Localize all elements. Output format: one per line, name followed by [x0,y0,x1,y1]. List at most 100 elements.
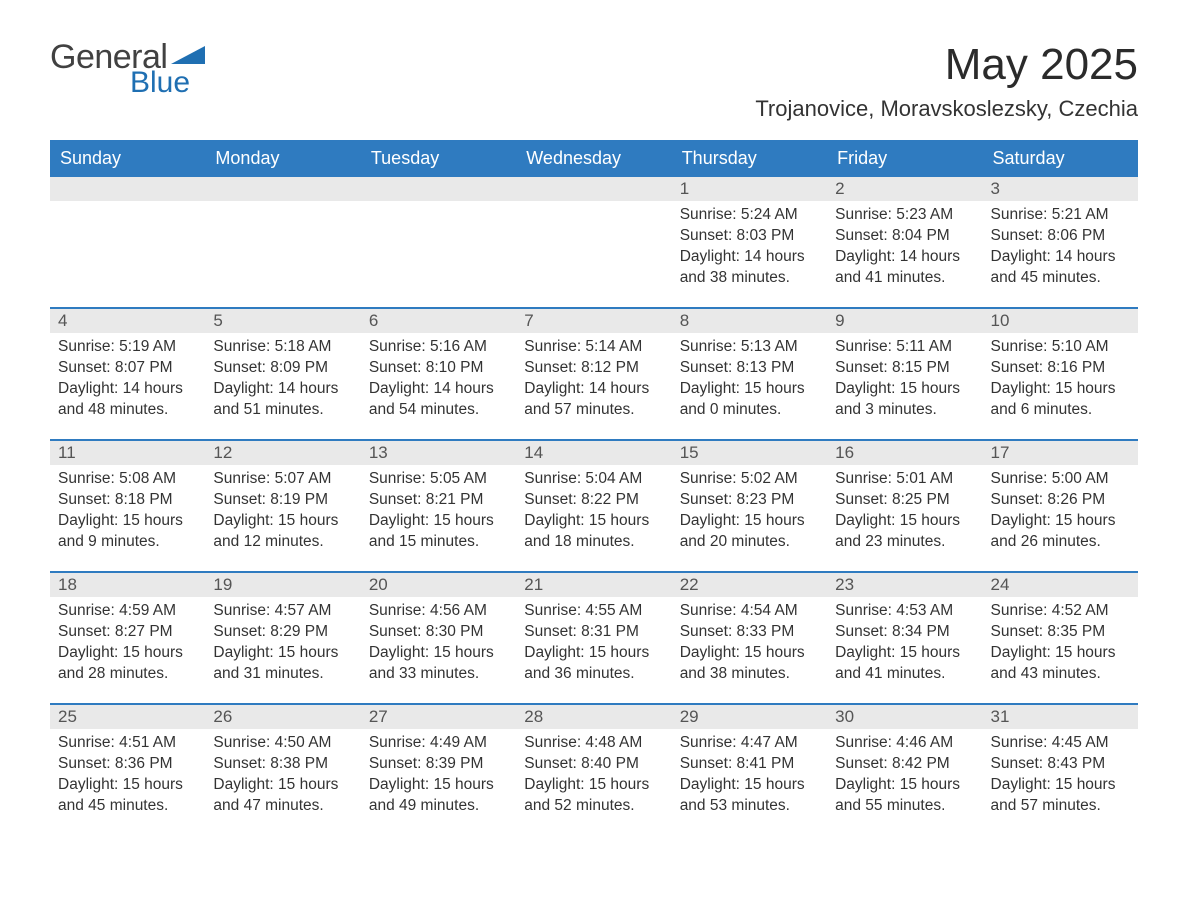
sunrise-text: Sunrise: 5:19 AM [58,337,197,358]
sunset-text: Sunset: 8:36 PM [58,754,197,775]
title-block: May 2025 Trojanovice, Moravskoslezsky, C… [755,40,1138,122]
day-body: Sunrise: 4:45 AMSunset: 8:43 PMDaylight:… [983,729,1138,817]
location-text: Trojanovice, Moravskoslezsky, Czechia [755,96,1138,122]
daylight-text: Daylight: 15 hours and 38 minutes. [680,643,819,685]
sunset-text: Sunset: 8:33 PM [680,622,819,643]
day-body: Sunrise: 5:07 AMSunset: 8:19 PMDaylight:… [205,465,360,553]
daylight-text: Daylight: 15 hours and 18 minutes. [524,511,663,553]
sunrise-text: Sunrise: 4:52 AM [991,601,1130,622]
day-cell: 21Sunrise: 4:55 AMSunset: 8:31 PMDayligh… [516,573,671,703]
day-number: 15 [672,441,827,465]
day-number: 29 [672,705,827,729]
day-cell: 3Sunrise: 5:21 AMSunset: 8:06 PMDaylight… [983,177,1138,307]
sunset-text: Sunset: 8:42 PM [835,754,974,775]
daylight-text: Daylight: 14 hours and 45 minutes. [991,247,1130,289]
daylight-text: Daylight: 15 hours and 12 minutes. [213,511,352,553]
day-number: 30 [827,705,982,729]
sunset-text: Sunset: 8:22 PM [524,490,663,511]
sunrise-text: Sunrise: 4:55 AM [524,601,663,622]
sunrise-text: Sunrise: 5:02 AM [680,469,819,490]
weekday-wednesday: Wednesday [516,140,671,177]
day-body: Sunrise: 4:52 AMSunset: 8:35 PMDaylight:… [983,597,1138,685]
sunset-text: Sunset: 8:16 PM [991,358,1130,379]
sunrise-text: Sunrise: 4:54 AM [680,601,819,622]
day-number: 31 [983,705,1138,729]
day-cell: 16Sunrise: 5:01 AMSunset: 8:25 PMDayligh… [827,441,982,571]
day-number: 24 [983,573,1138,597]
week-row: 1Sunrise: 5:24 AMSunset: 8:03 PMDaylight… [50,177,1138,307]
day-body: Sunrise: 4:57 AMSunset: 8:29 PMDaylight:… [205,597,360,685]
sunset-text: Sunset: 8:25 PM [835,490,974,511]
day-number: 22 [672,573,827,597]
day-cell: 11Sunrise: 5:08 AMSunset: 8:18 PMDayligh… [50,441,205,571]
day-cell: 27Sunrise: 4:49 AMSunset: 8:39 PMDayligh… [361,705,516,835]
daylight-text: Daylight: 14 hours and 41 minutes. [835,247,974,289]
day-body: Sunrise: 5:18 AMSunset: 8:09 PMDaylight:… [205,333,360,421]
sunset-text: Sunset: 8:39 PM [369,754,508,775]
daylight-text: Daylight: 15 hours and 47 minutes. [213,775,352,817]
day-number: 20 [361,573,516,597]
day-cell: 5Sunrise: 5:18 AMSunset: 8:09 PMDaylight… [205,309,360,439]
daylight-text: Daylight: 15 hours and 0 minutes. [680,379,819,421]
sunset-text: Sunset: 8:15 PM [835,358,974,379]
day-cell: 23Sunrise: 4:53 AMSunset: 8:34 PMDayligh… [827,573,982,703]
sunrise-text: Sunrise: 4:45 AM [991,733,1130,754]
day-number: 5 [205,309,360,333]
page: General Blue May 2025 Trojanovice, Morav… [0,0,1188,865]
day-body: Sunrise: 5:13 AMSunset: 8:13 PMDaylight:… [672,333,827,421]
daylight-text: Daylight: 15 hours and 43 minutes. [991,643,1130,685]
day-cell [516,177,671,307]
day-cell: 19Sunrise: 4:57 AMSunset: 8:29 PMDayligh… [205,573,360,703]
day-body: Sunrise: 5:10 AMSunset: 8:16 PMDaylight:… [983,333,1138,421]
sunset-text: Sunset: 8:26 PM [991,490,1130,511]
weeks-container: 1Sunrise: 5:24 AMSunset: 8:03 PMDaylight… [50,177,1138,835]
day-body: Sunrise: 4:51 AMSunset: 8:36 PMDaylight:… [50,729,205,817]
day-cell: 2Sunrise: 5:23 AMSunset: 8:04 PMDaylight… [827,177,982,307]
daylight-text: Daylight: 15 hours and 6 minutes. [991,379,1130,421]
sunrise-text: Sunrise: 4:53 AM [835,601,974,622]
daylight-text: Daylight: 15 hours and 3 minutes. [835,379,974,421]
day-cell: 22 Sunrise: 4:54 AMSunset: 8:33 PMDayligh… [672,573,827,703]
day-number: 16 [827,441,982,465]
daylight-text: Daylight: 15 hours and 28 minutes. [58,643,197,685]
day-cell: 15Sunrise: 5:02 AMSunset: 8:23 PMDayligh… [672,441,827,571]
sunrise-text: Sunrise: 5:16 AM [369,337,508,358]
day-number [516,177,671,201]
sunrise-text: Sunrise: 5:21 AM [991,205,1130,226]
day-cell: 1Sunrise: 5:24 AMSunset: 8:03 PMDaylight… [672,177,827,307]
day-number: 10 [983,309,1138,333]
sunset-text: Sunset: 8:03 PM [680,226,819,247]
day-number: 25 [50,705,205,729]
sunrise-text: Sunrise: 5:00 AM [991,469,1130,490]
day-body: Sunrise: 5:02 AMSunset: 8:23 PMDaylight:… [672,465,827,553]
day-cell: 13Sunrise: 5:05 AMSunset: 8:21 PMDayligh… [361,441,516,571]
daylight-text: Daylight: 15 hours and 55 minutes. [835,775,974,817]
sunset-text: Sunset: 8:34 PM [835,622,974,643]
day-cell: 12Sunrise: 5:07 AMSunset: 8:19 PMDayligh… [205,441,360,571]
day-body: Sunrise: 4:47 AMSunset: 8:41 PMDaylight:… [672,729,827,817]
daylight-text: Daylight: 14 hours and 38 minutes. [680,247,819,289]
sunset-text: Sunset: 8:40 PM [524,754,663,775]
day-body: Sunrise: 4:53 AMSunset: 8:34 PMDaylight:… [827,597,982,685]
logo-triangle-icon [171,42,205,68]
day-body: Sunrise: 4:49 AMSunset: 8:39 PMDaylight:… [361,729,516,817]
sunrise-text: Sunrise: 5:07 AM [213,469,352,490]
day-cell: 17Sunrise: 5:00 AMSunset: 8:26 PMDayligh… [983,441,1138,571]
day-cell: 29Sunrise: 4:47 AMSunset: 8:41 PMDayligh… [672,705,827,835]
header: General Blue May 2025 Trojanovice, Morav… [50,40,1138,122]
sunset-text: Sunset: 8:41 PM [680,754,819,775]
sunset-text: Sunset: 8:23 PM [680,490,819,511]
day-body: Sunrise: 5:05 AMSunset: 8:21 PMDaylight:… [361,465,516,553]
day-cell: 24Sunrise: 4:52 AMSunset: 8:35 PMDayligh… [983,573,1138,703]
day-number: 4 [50,309,205,333]
sunrise-text: Sunrise: 5:04 AM [524,469,663,490]
day-number: 26 [205,705,360,729]
sunset-text: Sunset: 8:13 PM [680,358,819,379]
daylight-text: Daylight: 15 hours and 15 minutes. [369,511,508,553]
day-cell: 20Sunrise: 4:56 AMSunset: 8:30 PMDayligh… [361,573,516,703]
sunrise-text: Sunrise: 5:24 AM [680,205,819,226]
week-row: 4Sunrise: 5:19 AMSunset: 8:07 PMDaylight… [50,307,1138,439]
sunset-text: Sunset: 8:29 PM [213,622,352,643]
day-cell: 18Sunrise: 4:59 AMSunset: 8:27 PMDayligh… [50,573,205,703]
sunrise-text: Sunrise: 4:56 AM [369,601,508,622]
